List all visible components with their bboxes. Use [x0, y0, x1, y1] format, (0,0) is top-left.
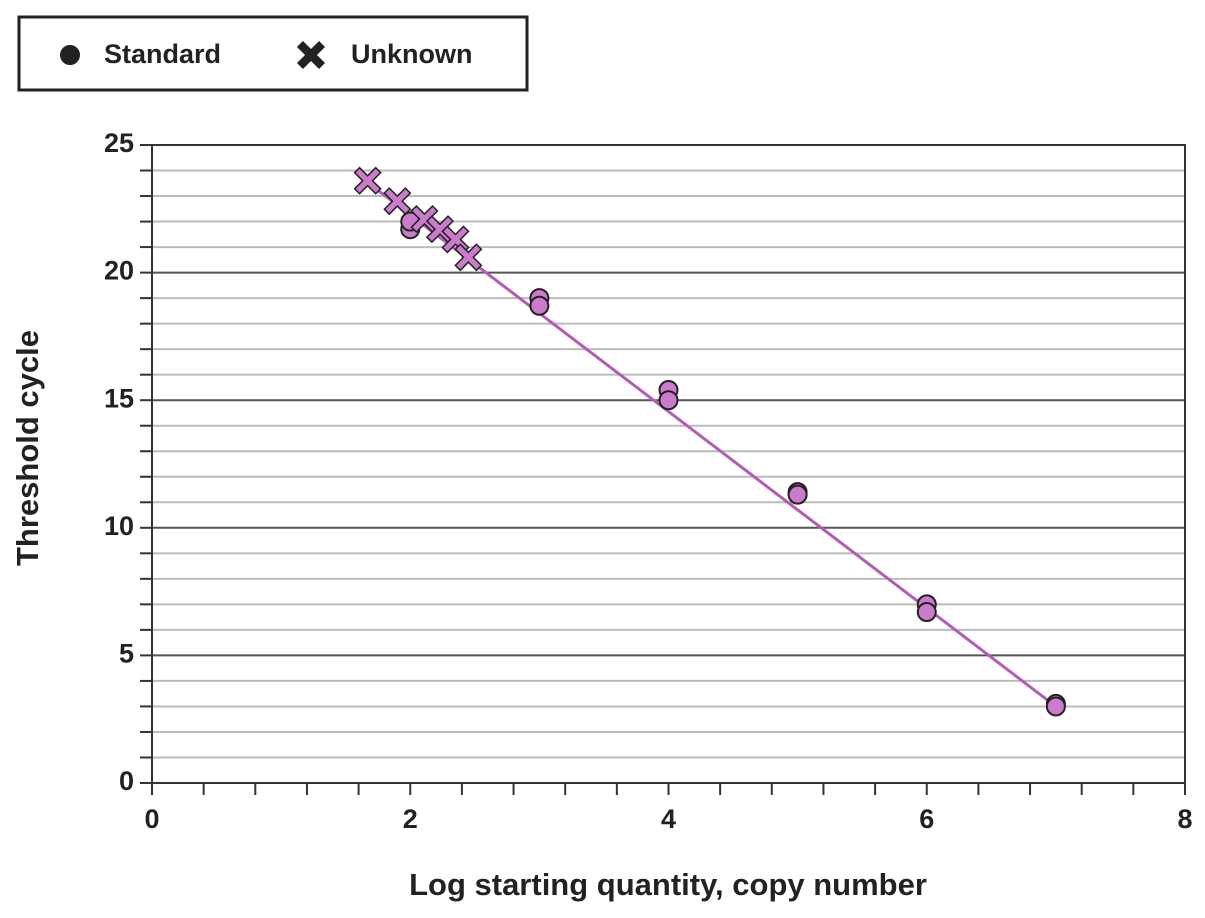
data-point — [353, 166, 382, 195]
x-tick-label: 8 — [1177, 804, 1192, 834]
plot-frame — [151, 144, 1186, 784]
y-tick-label: 25 — [104, 128, 134, 158]
y-tick-label: 10 — [104, 511, 134, 541]
y-tick-label: 15 — [104, 383, 134, 413]
data-point — [529, 295, 550, 316]
x-tick-label: 2 — [403, 804, 418, 834]
x-tick-label: 4 — [661, 804, 676, 834]
legend-box — [17, 15, 529, 92]
data-point — [658, 390, 679, 411]
x-tick-label: 0 — [144, 804, 159, 834]
y-tick-label: 20 — [104, 256, 134, 286]
y-axis-label: Threshold cycle — [10, 330, 45, 566]
data-point — [787, 484, 808, 505]
y-tick-label: 0 — [119, 766, 134, 796]
legend-marker — [60, 45, 80, 65]
data-point — [454, 243, 483, 272]
data-point — [916, 602, 937, 623]
legend-marker — [296, 40, 326, 70]
data-point — [383, 187, 412, 216]
legend-label: Unknown — [351, 39, 473, 69]
data-point — [1045, 696, 1066, 717]
x-tick-label: 6 — [919, 804, 934, 834]
x-axis-label: Log starting quantity, copy number — [409, 867, 927, 902]
legend-label: Standard — [104, 39, 221, 69]
y-tick-label: 5 — [119, 639, 134, 669]
